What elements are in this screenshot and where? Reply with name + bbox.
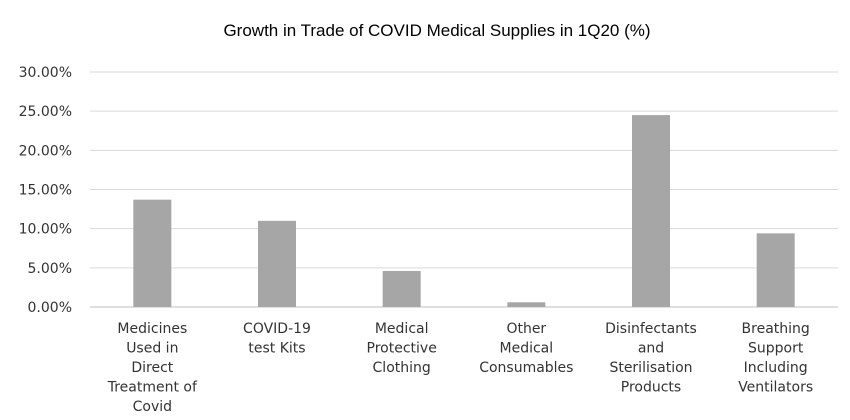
y-tick-label: 15.00%: [19, 183, 72, 199]
bar: [382, 270, 421, 307]
category-label: Breathing Support Including Ventilators: [738, 321, 813, 396]
y-tick-label: 20.00%: [19, 143, 72, 159]
bar: [632, 115, 670, 307]
category-label: COVID-19 test Kits: [243, 321, 311, 357]
category-label: Medicines Used in Direct Treatment of Covid: [107, 321, 198, 415]
y-tick-label: 25.00%: [19, 104, 72, 120]
bars: [133, 115, 795, 307]
bar: [756, 233, 795, 307]
y-tick-label: 30.00%: [19, 65, 72, 81]
bar: [507, 302, 546, 307]
y-axis-ticks: 0.00% 5.00% 10.00% 15.00% 20.00% 25.00% 30.00%: [19, 65, 72, 316]
bar: [258, 220, 296, 307]
x-axis-categories: Medicines Used in Direct Treatment of Covid C…: [107, 321, 813, 415]
category-label: Other Medical Consumables: [479, 321, 573, 376]
chart-title: Growth in Trade of COVID Medical Supplie…: [223, 21, 650, 40]
category-label: Medical Protective Clothing: [367, 321, 437, 376]
gridlines: [90, 71, 838, 308]
y-tick-label: 5.00%: [28, 261, 72, 277]
y-tick-label: 0.00%: [28, 300, 72, 316]
bar: [133, 199, 172, 307]
category-label: Disinfectants and Sterilisation Products: [605, 321, 697, 396]
y-tick-label: 10.00%: [19, 222, 72, 238]
